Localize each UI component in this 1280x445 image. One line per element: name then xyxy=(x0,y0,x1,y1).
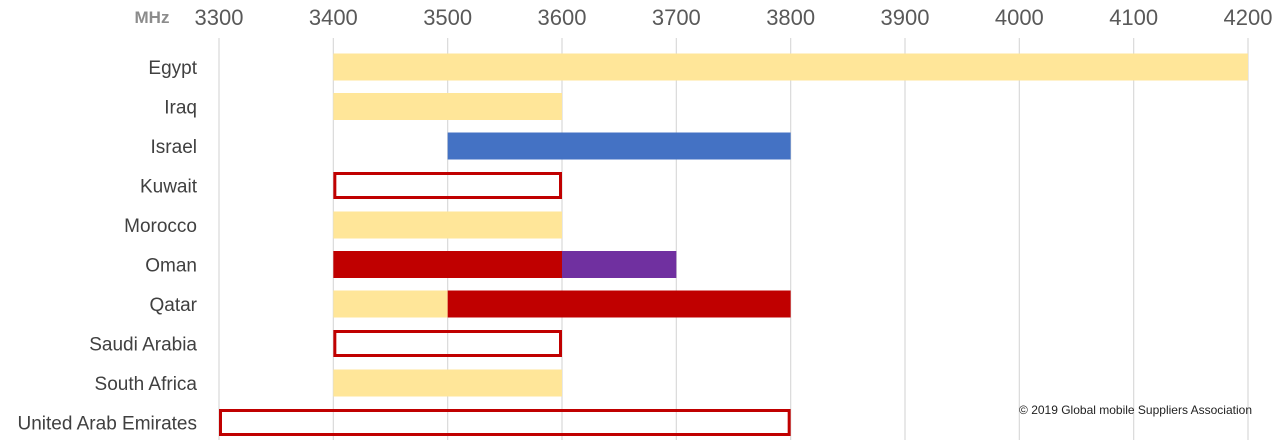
x-tick-label-3700: 3700 xyxy=(652,5,701,30)
x-tick-label-4100: 4100 xyxy=(1109,5,1158,30)
range-bar-south-africa-3400-3600 xyxy=(333,369,562,397)
x-tick-label-3300: 3300 xyxy=(195,5,244,30)
category-label-united-arab-emirates: United Arab Emirates xyxy=(17,414,197,435)
x-tick-label-3900: 3900 xyxy=(881,5,930,30)
unit-label: MHz xyxy=(135,8,170,27)
x-tick-label-3600: 3600 xyxy=(538,5,587,30)
range-bar-iraq-3400-3600 xyxy=(333,93,562,120)
category-label-morocco: Morocco xyxy=(124,216,197,237)
category-label-kuwait: Kuwait xyxy=(140,177,198,198)
range-bar-qatar-3400-3500 xyxy=(333,290,448,318)
copyright-notice: © 2019 Global mobile Suppliers Associati… xyxy=(1019,403,1252,417)
category-label-qatar: Qatar xyxy=(149,295,197,316)
x-tick-label-4000: 4000 xyxy=(995,5,1044,30)
category-label-israel: Israel xyxy=(151,137,197,158)
range-bar-egypt-3400-4200 xyxy=(333,53,1248,81)
range-bar-qatar-3500-3800 xyxy=(447,290,791,318)
category-label-egypt: Egypt xyxy=(148,58,197,79)
x-tick-label-3400: 3400 xyxy=(309,5,358,30)
category-label-south-africa: South Africa xyxy=(95,374,198,395)
range-bar-kuwait-3400-3600 xyxy=(333,172,563,199)
x-tick-label-3800: 3800 xyxy=(766,5,815,30)
range-bar-oman-3600-3700 xyxy=(562,251,677,278)
category-label-oman: Oman xyxy=(145,256,197,277)
x-tick-label-3500: 3500 xyxy=(423,5,472,30)
category-label-saudi-arabia: Saudi Arabia xyxy=(89,335,197,356)
range-bar-united-arab-emirates-3300-3800 xyxy=(219,409,791,436)
range-bar-israel-3500-3800 xyxy=(447,132,791,160)
range-bar-morocco-3400-3600 xyxy=(333,211,562,239)
range-bar-oman-3400-3600 xyxy=(333,251,562,278)
category-label-iraq: Iraq xyxy=(164,98,197,119)
x-tick-label-4200: 4200 xyxy=(1224,5,1273,30)
range-bar-saudi-arabia-3400-3600 xyxy=(333,330,563,357)
